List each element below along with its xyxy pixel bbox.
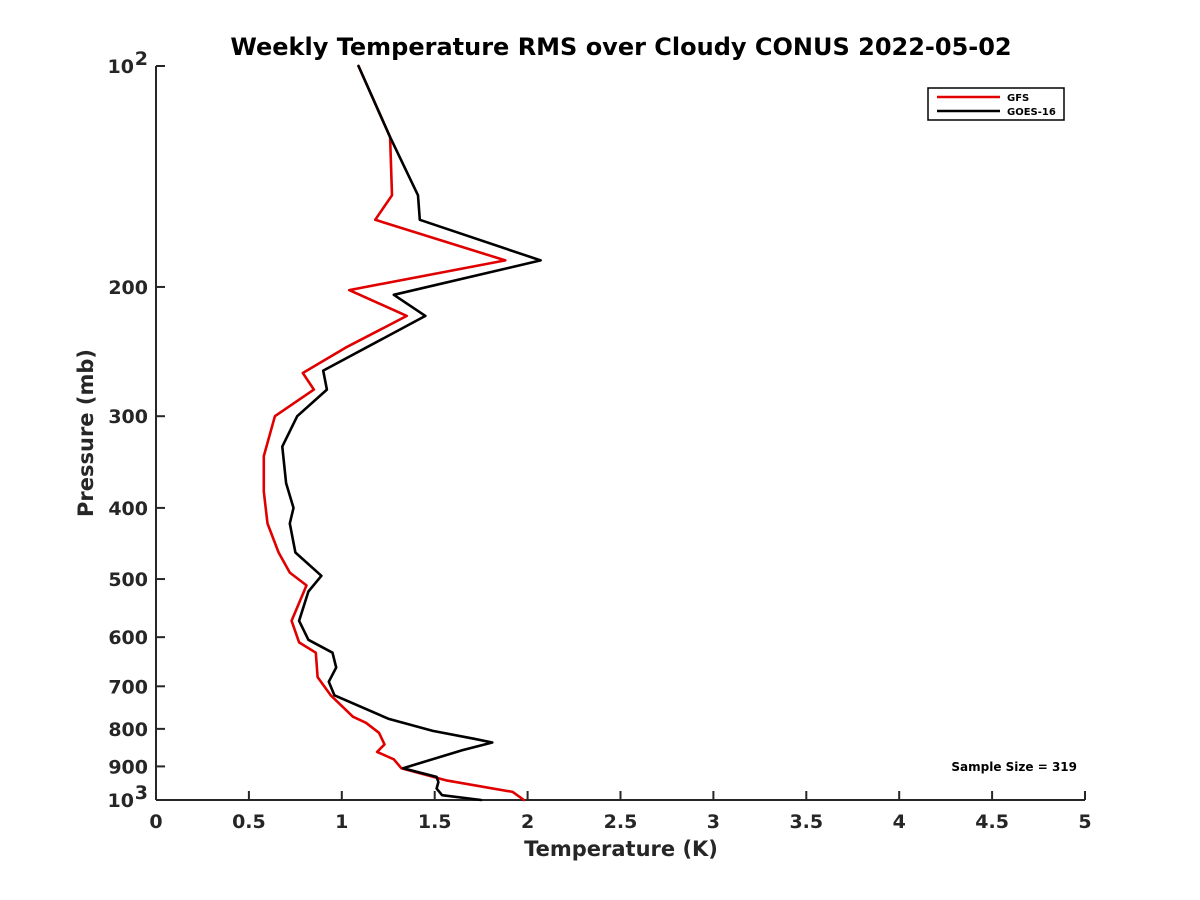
y-tick-label: 300 <box>108 406 148 428</box>
series-line-goes16 <box>280 64 542 802</box>
y-tick-label: 10 <box>108 790 134 812</box>
x-tick-label: 1 <box>335 811 348 833</box>
y-tick-label: 600 <box>108 627 148 649</box>
y-tick-label: 200 <box>108 277 148 299</box>
series-line-gfs <box>262 64 526 802</box>
plot-area: 0 0.5 1 1.5 2 2.5 3 3.5 4 4.5 510 22003004005006007… <box>108 48 1092 833</box>
y-tick-label: 800 <box>108 719 148 741</box>
x-tick-label: 4 <box>893 811 906 833</box>
x-tick-label: 1.5 <box>418 811 452 833</box>
y-tick-label: 400 <box>108 498 148 520</box>
y-tick-label: 500 <box>108 569 148 591</box>
legend-label-goes16: GOES-16 <box>1007 107 1056 118</box>
x-axis-label: Temperature (K) <box>524 837 718 861</box>
y-tick-exponent: 3 <box>135 782 148 804</box>
x-tick-label: 0.5 <box>232 811 266 833</box>
x-tick-label: 0 <box>149 811 162 833</box>
y-tick-label: 900 <box>108 756 148 778</box>
legend-box <box>927 87 1065 121</box>
legend-label-gfs: GFS <box>1007 93 1029 104</box>
chart-title: Weekly Temperature RMS over Cloudy CONUS… <box>230 33 1011 61</box>
x-tick-label: 3.5 <box>789 811 823 833</box>
y-axis-label: Pressure (mb) <box>74 349 98 517</box>
x-tick-label: 2.5 <box>604 811 638 833</box>
x-tick-label: 2 <box>521 811 534 833</box>
x-tick-label: 5 <box>1078 811 1091 833</box>
y-tick-label: 700 <box>108 676 148 698</box>
x-tick-label: 3 <box>707 811 720 833</box>
y-tick-label: 10 <box>108 56 134 78</box>
legend: GFS GOES-16 <box>927 87 1065 121</box>
y-tick-exponent: 2 <box>135 48 148 70</box>
sample-size-annotation: Sample Size = 319 <box>951 760 1077 774</box>
x-tick-label: 4.5 <box>975 811 1009 833</box>
